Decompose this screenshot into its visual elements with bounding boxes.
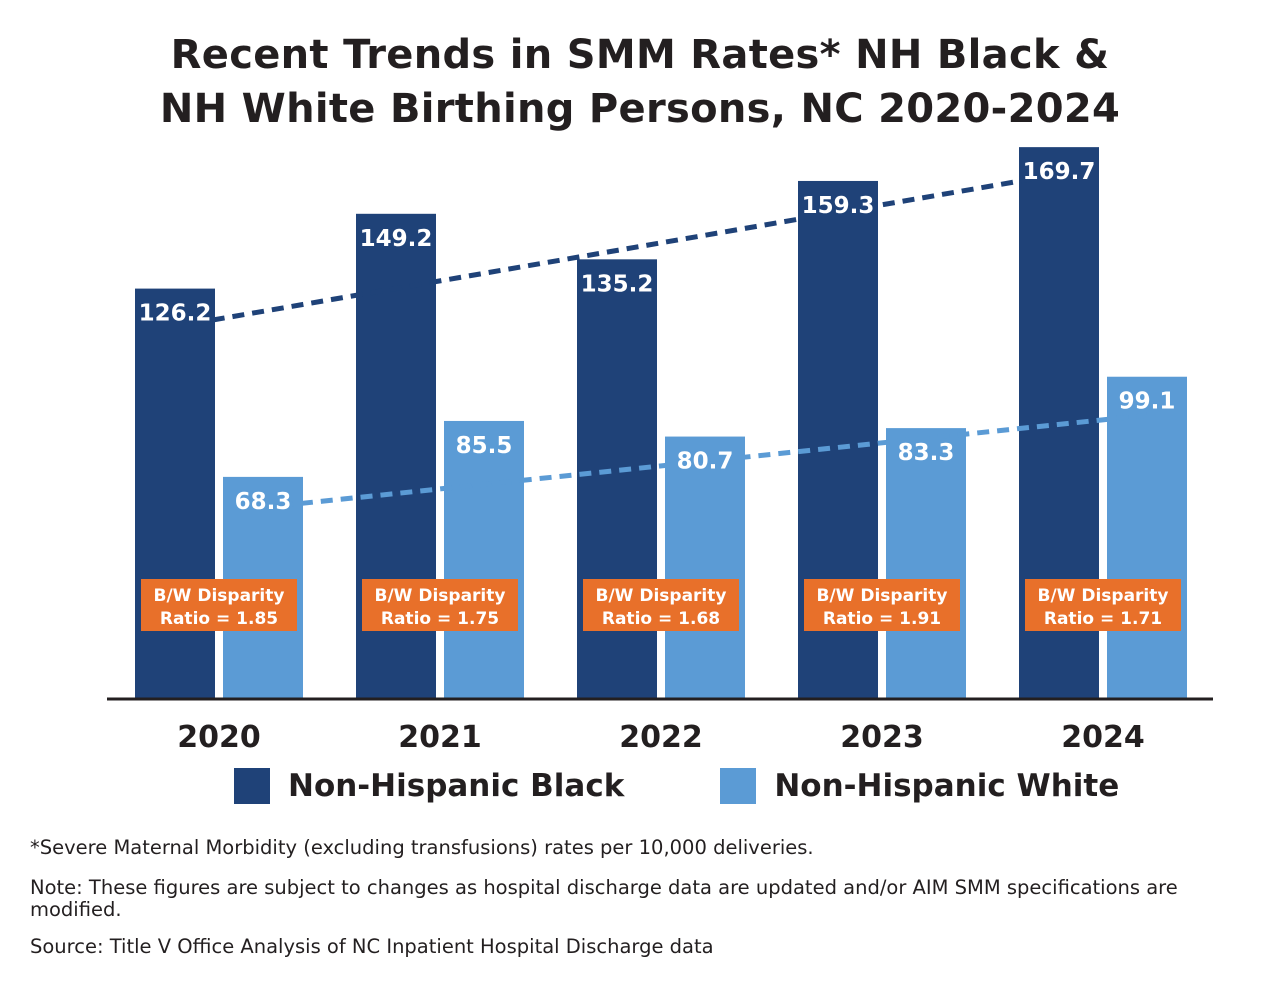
legend-label-black: Non-Hispanic Black — [288, 768, 625, 804]
data-label-black-2024: 169.7 — [1023, 159, 1096, 185]
disparity-ratio-2020: Ratio = 1.85 — [160, 609, 278, 629]
legend-swatch-white — [720, 768, 757, 804]
data-label-black-2022: 135.2 — [581, 271, 654, 297]
data-label-black-2023: 159.3 — [802, 193, 875, 219]
data-label-black-2020: 126.2 — [139, 301, 212, 327]
bar-chart: 126.2 149.2 135.2 159.3 169.7 68.3 85.5 80.7 83.… — [107, 147, 1213, 755]
bar-black-2022 — [577, 259, 657, 699]
x-tick-label-2024: 2024 — [1061, 720, 1145, 755]
chart-legend: Non-Hispanic Black Non-Hispanic White — [234, 768, 1119, 804]
bar-white-2022 — [665, 436, 745, 699]
disparity-label-2023: B/W Disparity — [817, 586, 948, 606]
legend-label-white: Non-Hispanic White — [774, 768, 1120, 804]
chart-title-line-1: Recent Trends in SMM Rates* NH Black & — [170, 32, 1110, 78]
bar-white-2023 — [886, 428, 966, 699]
disparity-ratio-2024: Ratio = 1.71 — [1044, 609, 1162, 629]
bar-black-2020 — [135, 288, 215, 699]
data-label-white-2020: 68.3 — [235, 489, 292, 515]
disparity-label-2022: B/W Disparity — [596, 586, 727, 606]
footnote-source: Source: Title V Office Analysis of NC In… — [30, 935, 714, 958]
legend-item-white: Non-Hispanic White — [720, 768, 1119, 804]
x-tick-label-2022: 2022 — [619, 720, 703, 755]
footnote-note: Note: These figures are subject to chang… — [30, 876, 1178, 921]
disparity-ratio-2022: Ratio = 1.68 — [602, 609, 720, 629]
x-tick-label-2020: 2020 — [177, 720, 261, 755]
data-label-white-2023: 83.3 — [898, 440, 955, 466]
disparity-label-2020: B/W Disparity — [154, 586, 285, 606]
bar-white-2021 — [444, 420, 524, 699]
footnotes: *Severe Maternal Morbidity (excluding tr… — [30, 836, 1250, 959]
data-label-white-2024: 99.1 — [1119, 389, 1176, 415]
legend-swatch-black — [234, 768, 270, 804]
trendline-white — [280, 412, 1148, 508]
data-label-white-2021: 85.5 — [456, 433, 513, 459]
x-tick-label-2021: 2021 — [398, 720, 482, 755]
chart-title-line-2: NH White Birthing Persons, NC 2020-2024 — [159, 86, 1121, 132]
disparity-box-2022 — [583, 579, 739, 631]
disparity-label-2021: B/W Disparity — [375, 586, 506, 606]
legend-item-black: Non-Hispanic Black — [234, 768, 624, 804]
disparity-label-2024: B/W Disparity — [1038, 586, 1169, 606]
disparity-ratio-2021: Ratio = 1.75 — [381, 609, 499, 629]
x-tick-label-2023: 2023 — [840, 720, 924, 755]
data-label-white-2022: 80.7 — [677, 449, 734, 475]
disparity-box-2020 — [141, 579, 297, 631]
trendline-black — [192, 171, 1060, 326]
disparity-box-2023 — [804, 579, 960, 631]
disparity-box-2021 — [362, 579, 518, 631]
disparity-ratio-2023: Ratio = 1.91 — [823, 609, 941, 629]
data-label-black-2021: 149.2 — [360, 226, 433, 252]
bar-white-2024 — [1107, 376, 1187, 699]
chart-title: Recent Trends in SMM Rates* NH Black & N… — [0, 28, 1280, 136]
disparity-box-2024 — [1025, 579, 1181, 631]
footnote-definition: *Severe Maternal Morbidity (excluding tr… — [30, 836, 814, 859]
